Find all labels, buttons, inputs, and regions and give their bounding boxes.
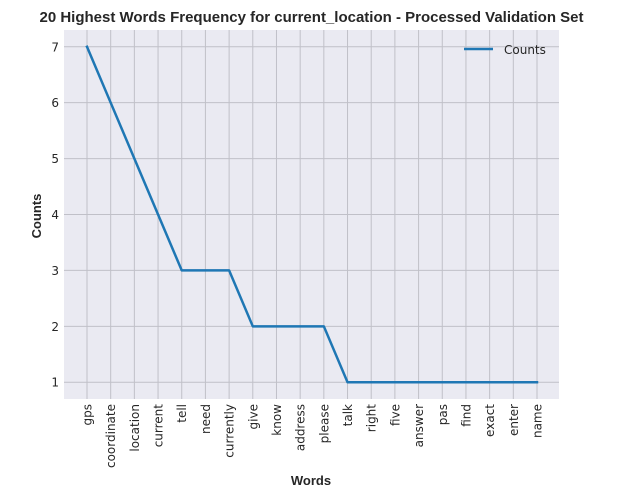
data-point bbox=[204, 269, 207, 272]
x-tick-label: need bbox=[199, 404, 213, 434]
data-point bbox=[109, 101, 112, 104]
data-point bbox=[488, 381, 491, 384]
legend: Counts bbox=[464, 43, 546, 57]
y-tick-label: 6 bbox=[51, 96, 59, 110]
x-tick-label: answer bbox=[412, 404, 426, 447]
x-tick-label: currently bbox=[223, 404, 237, 458]
data-point bbox=[441, 381, 444, 384]
data-point bbox=[228, 269, 230, 272]
x-tick-label: know bbox=[270, 404, 284, 436]
y-tick-label: 1 bbox=[51, 376, 59, 390]
x-tick-label: right bbox=[365, 404, 379, 432]
y-tick-label: 4 bbox=[51, 208, 59, 222]
x-tick-label: pas bbox=[436, 404, 450, 425]
data-point bbox=[536, 381, 538, 384]
y-axis-ticks: 1 2 3 4 5 6 7 bbox=[51, 40, 59, 389]
chart-title: 20 Highest Words Frequency for current_l… bbox=[39, 9, 583, 26]
data-point bbox=[251, 325, 254, 328]
y-tick-label: 3 bbox=[51, 264, 59, 278]
x-tick-label: please bbox=[317, 404, 331, 443]
data-point bbox=[417, 381, 420, 384]
x-tick-label: tell bbox=[175, 404, 189, 423]
data-point bbox=[346, 381, 349, 384]
y-tick-label: 5 bbox=[51, 152, 59, 166]
x-tick-label: five bbox=[388, 404, 402, 426]
data-point bbox=[394, 381, 396, 384]
x-tick-label: address bbox=[294, 404, 308, 451]
data-point bbox=[180, 269, 183, 272]
series-line bbox=[85, 45, 539, 384]
x-tick-label: exact bbox=[483, 404, 497, 437]
x-tick-label: give bbox=[246, 404, 260, 429]
data-point bbox=[370, 381, 373, 384]
x-axis-title: Words bbox=[291, 473, 331, 488]
data-point bbox=[323, 325, 325, 328]
series-layer bbox=[85, 45, 539, 384]
x-tick-label: talk bbox=[341, 404, 355, 426]
x-tick-label: coordinate bbox=[104, 404, 118, 468]
data-point bbox=[86, 45, 88, 48]
x-tick-label: location bbox=[128, 404, 142, 452]
x-tick-label: find bbox=[459, 404, 473, 427]
x-axis-ticks: gps coordinate location current tell need curr… bbox=[81, 404, 545, 468]
x-tick-label: enter bbox=[507, 404, 521, 436]
data-point bbox=[465, 381, 467, 384]
x-tick-label: current bbox=[152, 404, 166, 448]
data-point bbox=[133, 157, 136, 160]
data-point bbox=[275, 325, 278, 328]
x-tick-label: gps bbox=[81, 404, 95, 426]
data-point bbox=[157, 213, 159, 216]
data-point bbox=[512, 381, 515, 384]
data-point bbox=[299, 325, 301, 328]
y-tick-label: 2 bbox=[51, 320, 59, 334]
y-axis-title: Counts bbox=[29, 194, 44, 239]
y-tick-label: 7 bbox=[51, 40, 59, 54]
x-tick-label: name bbox=[531, 404, 545, 438]
legend-label: Counts bbox=[504, 43, 546, 57]
